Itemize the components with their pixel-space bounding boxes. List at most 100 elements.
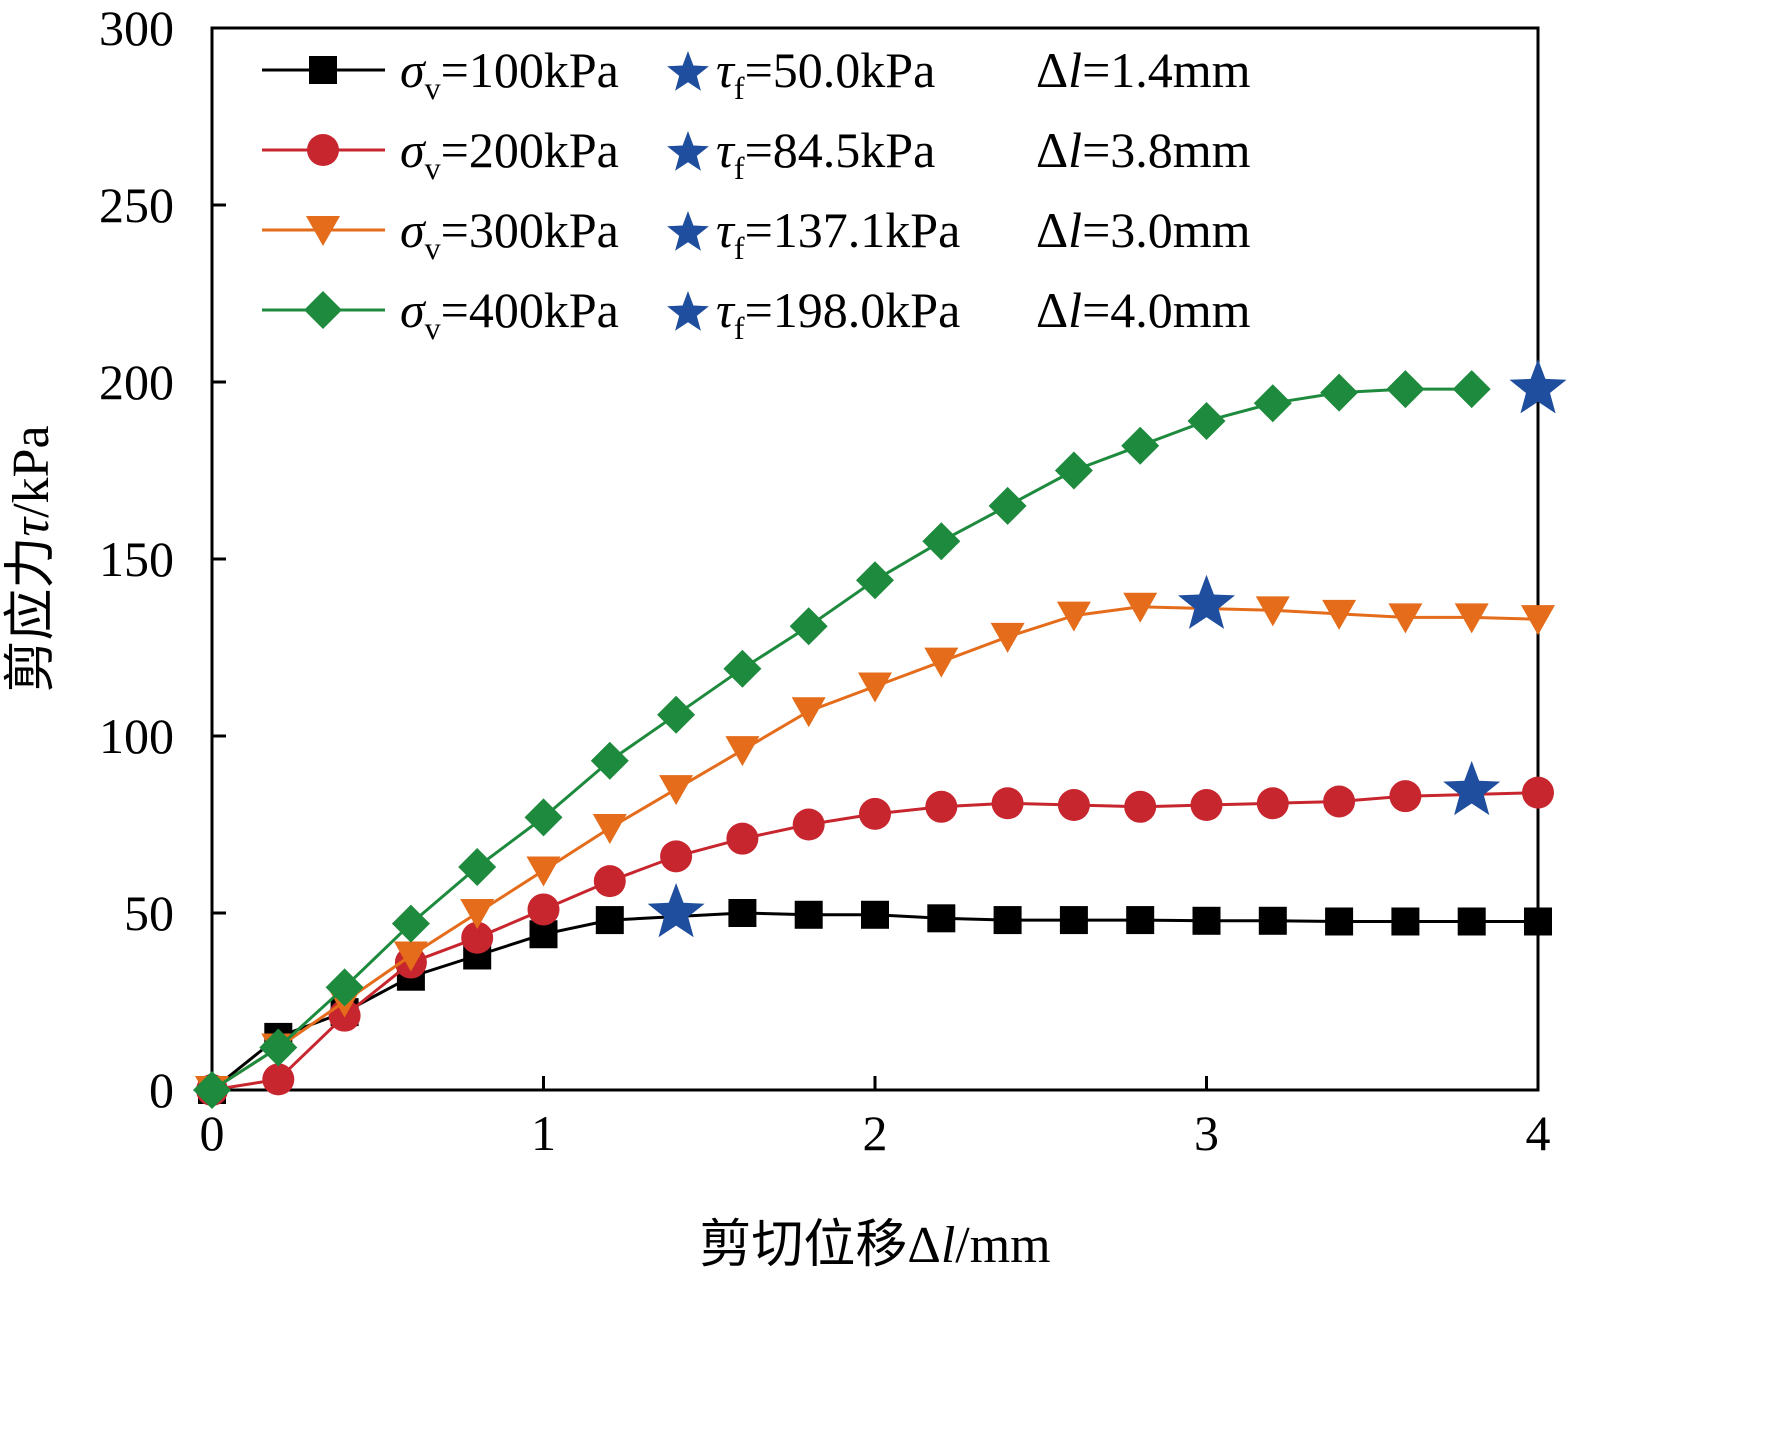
data-point: [526, 856, 561, 887]
data-point: [391, 904, 430, 943]
data-point: [990, 622, 1025, 653]
x-tick-label: 1: [531, 1105, 556, 1161]
data-point: [458, 847, 497, 886]
data-point: [1391, 907, 1420, 936]
data-point: [1056, 601, 1091, 632]
data-point: [794, 900, 823, 929]
data-point: [1522, 776, 1554, 809]
legend-marker: [306, 216, 340, 246]
legend-marker: [309, 56, 337, 84]
legend-dl-label: Δl=4.0mm: [1036, 282, 1251, 338]
data-point: [1054, 451, 1093, 490]
data-point: [1121, 426, 1160, 465]
data-point: [1253, 384, 1292, 423]
data-point: [590, 741, 629, 780]
data-point: [1187, 401, 1226, 440]
data-point: [725, 736, 760, 767]
data-point: [193, 1071, 231, 1109]
data-point: [927, 904, 956, 933]
legend-star-icon: [667, 291, 709, 331]
legend: σv=100kPa τf=50.0kPa Δl=1.4mm σv=200kPa τf=8…: [262, 42, 1251, 346]
y-tick-label: 100: [99, 708, 174, 764]
data-point: [593, 865, 626, 898]
series-4: [193, 370, 1491, 1109]
peak-layer: [647, 359, 1567, 938]
data-point: [1059, 906, 1088, 935]
data-point: [922, 522, 961, 561]
data-point: [1389, 780, 1422, 813]
data-point: [1190, 789, 1223, 822]
legend-star-icon: [667, 131, 709, 171]
data-point: [1256, 787, 1289, 820]
legend-tau-label: τf=198.0kPa: [716, 282, 960, 346]
data-point: [1126, 906, 1155, 935]
legend-sigma-label: σv=200kPa: [400, 122, 619, 186]
x-axis-title: 剪切位移Δl/mm: [699, 1217, 1050, 1274]
legend-dl-label: Δl=3.0mm: [1036, 202, 1251, 258]
data-point: [262, 1063, 295, 1096]
legend-star-icon: [667, 51, 709, 91]
plot-area: 0 1 2 3 4 0 50 100 150 200 250 300: [99, 0, 1551, 1161]
data-point: [1325, 907, 1354, 936]
data-point: [1457, 907, 1486, 936]
y-axis-title: 剪应力τ/kPa: [3, 425, 60, 692]
data-point: [1255, 596, 1290, 627]
legend-entry: σv=200kPa τf=84.5kPa Δl=3.8mm: [262, 122, 1251, 186]
y-tick-label: 200: [99, 354, 174, 410]
legend-sigma-label: σv=400kPa: [400, 282, 619, 346]
data-point: [789, 607, 828, 646]
data-point: [1322, 599, 1357, 630]
data-point: [856, 561, 894, 600]
legend-tau-label: τf=50.0kPa: [716, 42, 935, 106]
data-point: [1452, 370, 1491, 409]
data-point: [1323, 785, 1356, 818]
data-point: [657, 695, 696, 734]
y-tick-label: 300: [99, 0, 174, 56]
data-point: [592, 814, 627, 845]
legend-marker: [304, 291, 342, 329]
data-point: [1258, 906, 1287, 935]
data-point: [1320, 373, 1359, 412]
data-point: [925, 790, 958, 823]
legend-dl-label: Δl=1.4mm: [1036, 42, 1251, 98]
legend-sigma-label: σv=300kPa: [400, 202, 619, 266]
data-point: [595, 906, 624, 935]
y-tick-label: 150: [99, 531, 174, 587]
data-point: [1388, 603, 1423, 634]
data-point: [728, 899, 757, 927]
y-tick-label: 250: [99, 177, 174, 233]
data-point: [1521, 605, 1555, 636]
legend-entry: σv=400kPa τf=198.0kPa Δl=4.0mm: [262, 282, 1251, 346]
data-point: [991, 787, 1024, 820]
data-point: [791, 697, 826, 728]
data-point: [988, 486, 1027, 525]
data-point: [858, 672, 892, 703]
legend-tau-label: τf=84.5kPa: [716, 122, 935, 186]
x-tick-label: 4: [1526, 1105, 1551, 1161]
peak-star-marker: [1443, 760, 1501, 816]
x-tick-label: 2: [863, 1105, 888, 1161]
data-point: [527, 893, 560, 926]
data-point: [1524, 907, 1552, 936]
axis-labels: 剪切位移Δl/mm 剪应力τ/kPa: [3, 425, 1051, 1274]
series-2: [196, 776, 1554, 1106]
data-point: [325, 968, 364, 1007]
legend-tau-label: τf=137.1kPa: [716, 202, 960, 266]
data-point: [659, 775, 694, 806]
data-point: [1057, 789, 1090, 822]
peak-star-marker: [1509, 359, 1567, 414]
data-point: [924, 647, 959, 678]
data-point: [792, 808, 825, 841]
legend-sigma-label: σv=100kPa: [400, 42, 619, 106]
peak-star-marker: [647, 883, 705, 938]
legend-dl-label: Δl=3.8mm: [1036, 122, 1251, 178]
data-point: [660, 840, 693, 873]
data-point: [524, 798, 563, 837]
peak-star-marker: [1178, 574, 1235, 629]
series-3: [195, 592, 1555, 1106]
data-point: [1454, 603, 1489, 634]
data-point: [461, 921, 494, 954]
x-tick-label: 3: [1194, 1105, 1219, 1161]
data-point: [993, 906, 1022, 935]
